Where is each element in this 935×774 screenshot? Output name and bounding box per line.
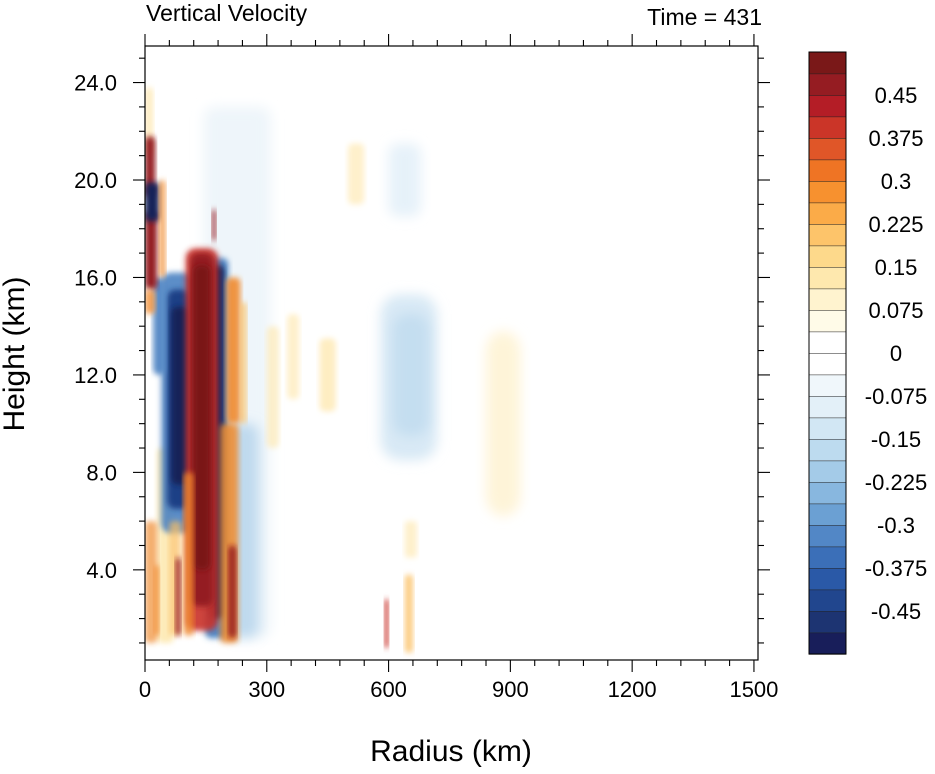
- y-axis-label: Height (km): [0, 276, 31, 431]
- field-cell-21: [193, 265, 210, 570]
- field-cell-38: [404, 521, 417, 558]
- field-cell-33: [175, 557, 181, 636]
- colorbar-label: 0.45: [875, 83, 918, 108]
- y-tick-label: 8.0: [86, 460, 117, 485]
- x-tick-labels: 0 300 600 900 1200 1500: [139, 677, 779, 702]
- colorbar-label: -0.3: [877, 513, 915, 538]
- colorbar-swatch: [808, 481, 847, 505]
- colorbar-swatch: [808, 567, 847, 591]
- colorbar-swatch: [808, 223, 847, 247]
- x-tick-label: 300: [248, 677, 285, 702]
- field-cell-6: [486, 331, 521, 517]
- colorbar-swatch: [808, 417, 847, 440]
- colorbar-swatch: [808, 51, 847, 75]
- field-cell-31: [183, 472, 194, 636]
- colorbar-swatch: [808, 73, 847, 96]
- axis-ticks: [133, 34, 770, 672]
- colorbar-swatch: [808, 331, 847, 354]
- field-cell-7: [388, 143, 422, 217]
- colorbar-swatch: [808, 546, 847, 569]
- plot-frame: [144, 45, 759, 661]
- x-tick-label: 1500: [729, 677, 778, 702]
- title-right: Time = 431: [647, 4, 762, 30]
- x-axis-label: Radius (km): [370, 735, 532, 768]
- colorbar-swatch: [808, 245, 847, 268]
- field-cell-22: [145, 136, 156, 198]
- colorbar-swatch: [808, 309, 847, 333]
- colorbar-swatch: [808, 503, 847, 526]
- field-cell-23: [145, 211, 158, 290]
- colorbar-label: 0.3: [881, 169, 912, 194]
- y-tick-label: 4.0: [86, 558, 117, 583]
- field-cell-26: [159, 180, 166, 278]
- colorbar-label: 0.225: [868, 212, 923, 237]
- colorbar-swatch: [808, 116, 847, 139]
- field-cell-11: [287, 314, 300, 400]
- colorbar-swatch: [808, 524, 847, 548]
- colorbar-label: -0.375: [865, 556, 927, 581]
- colorbar-label: -0.225: [865, 470, 927, 495]
- colorbar-swatch: [808, 266, 847, 290]
- colorbar-swatch: [808, 610, 847, 634]
- colorbar-frame: [808, 51, 847, 655]
- y-tick-label: 24.0: [74, 71, 117, 96]
- colorbar-label: -0.15: [871, 427, 921, 452]
- colorbar-swatch: [808, 352, 847, 376]
- field-cell-16: [153, 277, 166, 375]
- title-left: Vertical Velocity: [146, 0, 308, 26]
- field-cell-24: [145, 182, 160, 222]
- colorbar-swatch: [808, 374, 847, 397]
- colorbar-swatch: [808, 94, 847, 118]
- field-cell-29: [228, 545, 237, 639]
- y-tick-labels: 4.0 8.0 12.0 16.0 20.0 24.0: [74, 71, 117, 583]
- colorbar-swatch: [808, 137, 847, 161]
- field-cell-30: [240, 301, 247, 424]
- colorbar-label: 0.375: [868, 126, 923, 151]
- colorbar-swatch: [808, 288, 847, 311]
- field-cell-5: [392, 314, 430, 436]
- colorbar-swatch: [808, 202, 847, 225]
- x-tick-label: 900: [492, 677, 529, 702]
- colorbar-swatch: [808, 395, 847, 419]
- colorbar-label: -0.075: [865, 384, 927, 409]
- y-tick-label: 20.0: [74, 168, 117, 193]
- heatmap-field: [145, 87, 521, 653]
- colorbar-label: 0.15: [875, 255, 918, 280]
- field-cell-34: [153, 564, 160, 636]
- field-cell-27: [226, 277, 241, 424]
- colorbar: [808, 51, 847, 655]
- x-tick-label: 1200: [608, 677, 657, 702]
- y-tick-label: 16.0: [74, 265, 117, 290]
- colorbar-swatch: [808, 159, 847, 182]
- colorbar-label: -0.45: [871, 599, 921, 624]
- y-tick-label: 12.0: [74, 363, 117, 388]
- field-cell-36: [384, 599, 389, 648]
- colorbar-swatch: [808, 460, 847, 483]
- colorbar-swatch: [808, 180, 847, 204]
- colorbar-swatch: [808, 632, 847, 655]
- field-cell-10: [319, 338, 336, 412]
- colorbar-labels: 0.45 0.375 0.3 0.225 0.15 0.075 0 -0.075 -0.15 -0…: [865, 83, 927, 624]
- field-cell-37: [404, 574, 413, 653]
- colorbar-swatch: [808, 589, 847, 612]
- x-tick-label: 600: [370, 677, 407, 702]
- field-cell-12: [266, 326, 279, 449]
- x-tick-label: 0: [139, 677, 151, 702]
- field-cell-15: [171, 306, 189, 485]
- colorbar-label: 0.075: [868, 298, 923, 323]
- colorbar-swatch: [808, 438, 847, 462]
- field-cell-25: [145, 289, 156, 315]
- colorbar-label: 0: [890, 341, 902, 366]
- field-cell-9: [347, 143, 365, 205]
- field-cell-35: [211, 209, 217, 241]
